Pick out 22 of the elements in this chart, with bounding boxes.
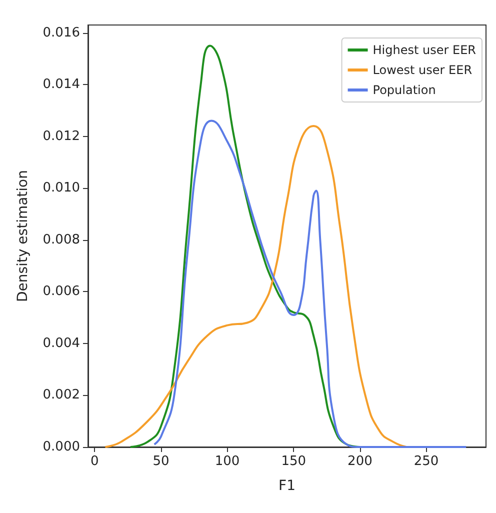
legend-label: Lowest user EER: [372, 63, 472, 77]
x-tick-label: 0: [90, 454, 99, 469]
y-tick-label: 0.004: [42, 336, 80, 351]
line-series: [104, 124, 408, 448]
line-series: [153, 120, 468, 448]
y-axis-title: Density estimation: [15, 170, 31, 302]
y-tick-label: 0.010: [42, 180, 80, 196]
x-tick-label: 200: [348, 454, 372, 469]
y-tick-label: 0.012: [42, 128, 80, 144]
y-tick-label: 0.000: [42, 440, 80, 454]
legend-label: Highest user EER: [372, 43, 476, 57]
x-tick-label: 100: [214, 454, 240, 469]
y-tick-label: 0.002: [42, 388, 80, 403]
y-tick-label: 0.014: [42, 77, 80, 92]
x-tick-label: 250: [414, 454, 439, 469]
y-tick-label: 0.016: [42, 25, 80, 40]
legend-label: Population: [372, 83, 436, 97]
x-tick-label: 50: [152, 454, 170, 469]
x-axis-title: F1: [278, 478, 296, 494]
y-tick-label: 0.008: [42, 232, 80, 248]
y-tick-label: 0.006: [42, 284, 80, 300]
x-tick-label: 150: [281, 454, 306, 469]
